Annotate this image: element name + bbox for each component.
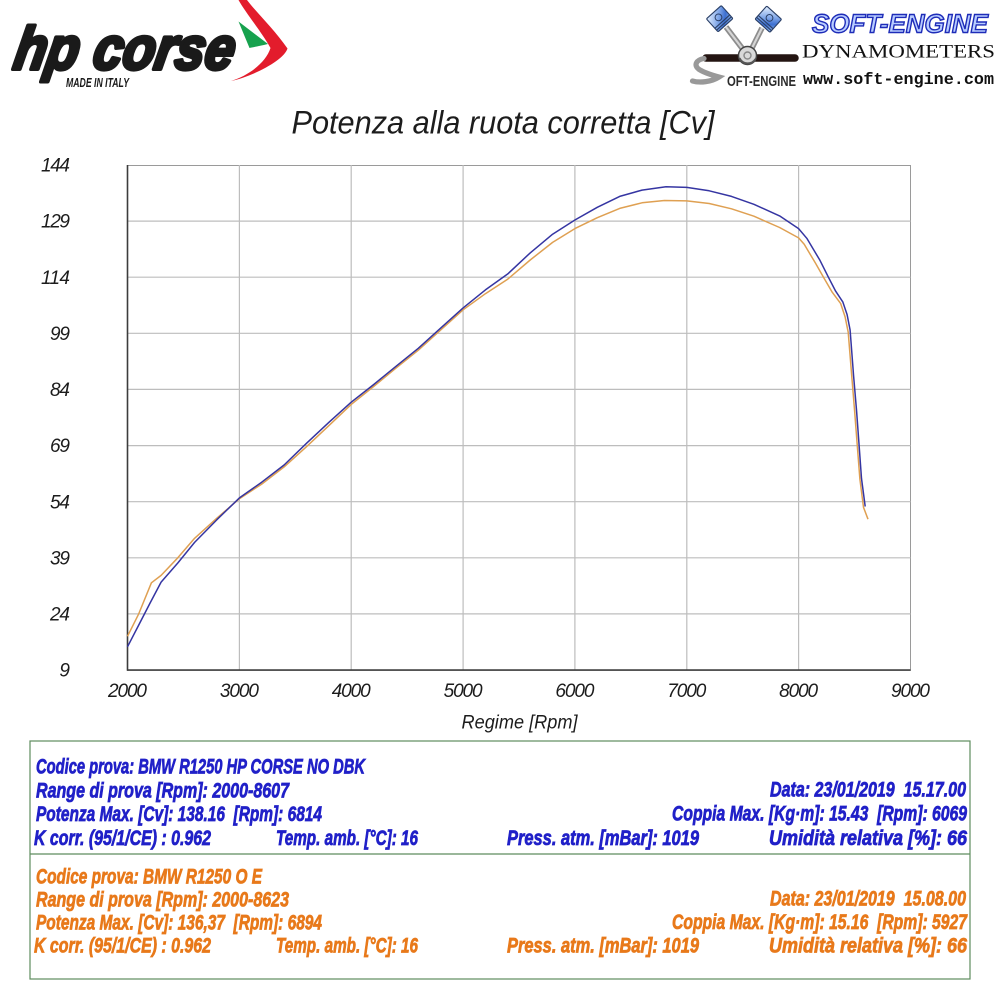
svg-text:Data: 23/01/2019 15.08.00: Data: 23/01/2019 15.08.00: [770, 888, 966, 911]
svg-text:Temp. amb. [°C]: 16: Temp. amb. [°C]: 16: [276, 935, 418, 958]
svg-text:DYNAMOMETERS: DYNAMOMETERS: [802, 42, 995, 63]
svg-text:Press. atm. [mBar]: 1019: Press. atm. [mBar]: 1019: [507, 827, 699, 850]
svg-text:SOFT-ENGINE: SOFT-ENGINE: [812, 9, 989, 39]
svg-text:2000: 2000: [107, 681, 147, 702]
svg-text:129: 129: [41, 212, 70, 233]
svg-text:54: 54: [50, 492, 70, 513]
svg-text:9: 9: [59, 661, 70, 682]
svg-text:Umidità relativa [%]: 66: Umidità relativa [%]: 66: [769, 827, 967, 850]
svg-text:OFT-ENGINE: OFT-ENGINE: [727, 73, 796, 90]
svg-text:K corr. (95/1/CE) : 0.962: K corr. (95/1/CE) : 0.962: [34, 827, 211, 850]
svg-text:114: 114: [41, 268, 70, 289]
svg-text:84: 84: [50, 380, 70, 401]
svg-text:Potenza Max. [Cv]: 138.16 [Rp: Potenza Max. [Cv]: 138.16 [Rpm]: 6814: [36, 803, 322, 826]
svg-text:Codice prova: BMW R1250 O E: Codice prova: BMW R1250 O E: [36, 866, 263, 889]
svg-text:Codice prova: BMW R1250 HP COR: Codice prova: BMW R1250 HP CORSE NO DBK: [36, 756, 366, 779]
svg-text:K corr. (95/1/CE) : 0.962: K corr. (95/1/CE) : 0.962: [34, 935, 211, 958]
svg-text:www.soft-engine.com: www.soft-engine.com: [803, 70, 994, 89]
svg-text:Coppia Max. [Kg·m]: 15.16 [Rp: Coppia Max. [Kg·m]: 15.16 [Rpm]: 5927: [672, 911, 968, 934]
svg-text:39: 39: [50, 548, 70, 569]
svg-text:99: 99: [50, 324, 70, 345]
svg-text:hp corse: hp corse: [10, 14, 242, 81]
svg-text:Data: 23/01/2019 15.17.00: Data: 23/01/2019 15.17.00: [770, 779, 966, 802]
svg-text:Potenza alla ruota corretta [C: Potenza alla ruota corretta [Cv]: [292, 105, 716, 141]
svg-text:4000: 4000: [332, 681, 371, 702]
svg-text:Regime [Rpm]: Regime [Rpm]: [462, 712, 579, 734]
svg-text:Range di prova [Rpm]: 2000-860: Range di prova [Rpm]: 2000-8607: [36, 780, 290, 803]
svg-text:MADE IN ITALY: MADE IN ITALY: [66, 76, 130, 90]
svg-text:Coppia Max. [Kg·m]: 15.43 [Rp: Coppia Max. [Kg·m]: 15.43 [Rpm]: 6069: [672, 803, 967, 826]
svg-text:69: 69: [50, 436, 70, 457]
svg-text:Range di prova [Rpm]: 2000-862: Range di prova [Rpm]: 2000-8623: [36, 889, 289, 912]
svg-text:144: 144: [41, 156, 70, 177]
svg-text:7000: 7000: [667, 681, 706, 702]
svg-text:3000: 3000: [220, 681, 259, 702]
svg-text:Temp. amb. [°C]: 16: Temp. amb. [°C]: 16: [276, 827, 418, 850]
svg-text:8000: 8000: [779, 681, 818, 702]
svg-text:Umidità relativa [%]: 66: Umidità relativa [%]: 66: [769, 935, 967, 958]
svg-text:Press. atm. [mBar]: 1019: Press. atm. [mBar]: 1019: [507, 935, 699, 958]
svg-text:24: 24: [49, 605, 70, 626]
svg-text:9000: 9000: [891, 681, 930, 702]
svg-text:Potenza Max. [Cv]: 136,37 [Rp: Potenza Max. [Cv]: 136,37 [Rpm]: 6894: [36, 912, 322, 935]
svg-text:6000: 6000: [555, 681, 594, 702]
svg-text:5000: 5000: [444, 681, 483, 702]
